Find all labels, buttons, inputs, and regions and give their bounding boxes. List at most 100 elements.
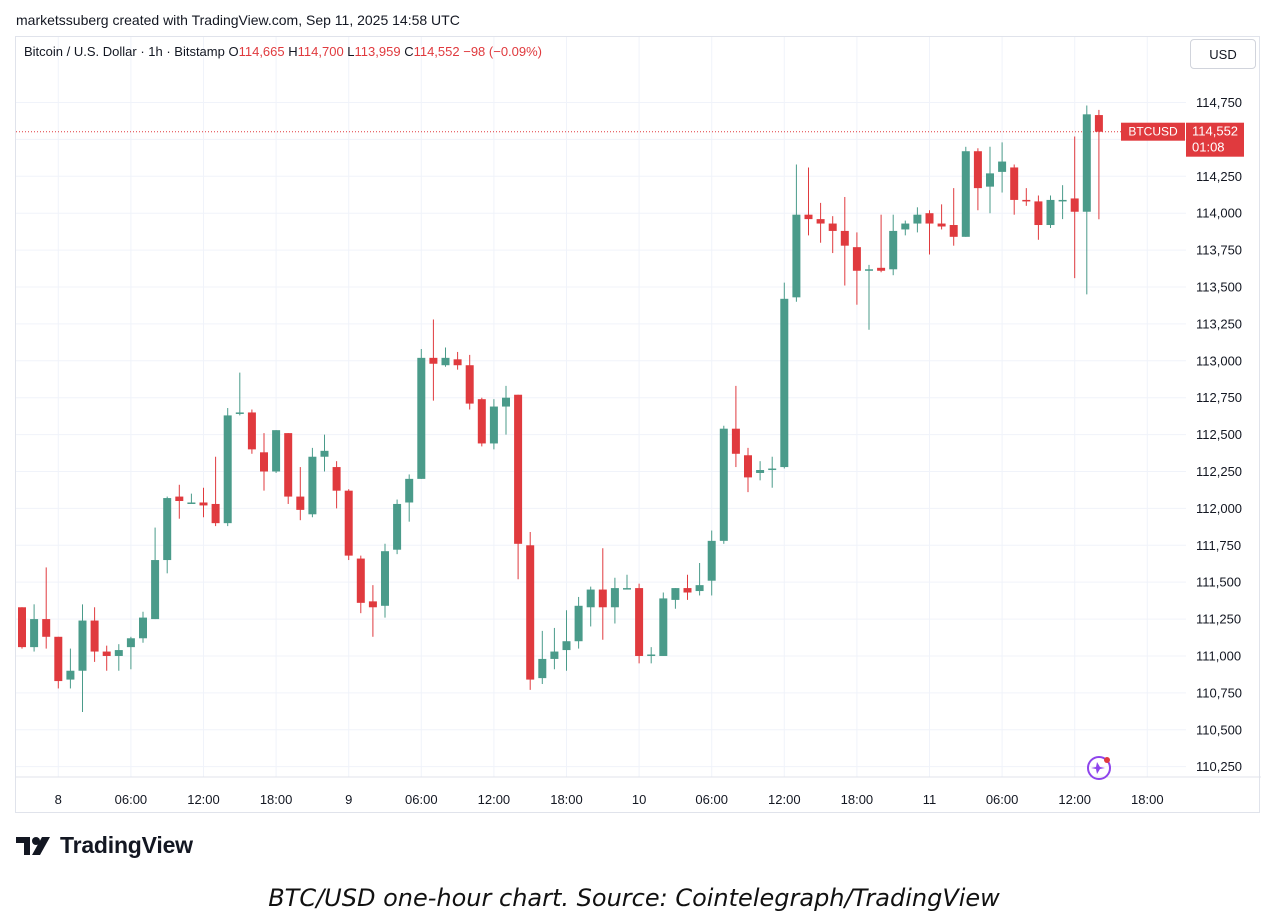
candle[interactable]: [260, 433, 268, 491]
candle[interactable]: [66, 648, 75, 689]
candle[interactable]: [598, 548, 607, 640]
candle[interactable]: [1034, 195, 1043, 240]
candle[interactable]: [78, 604, 87, 713]
candle[interactable]: [514, 394, 523, 580]
candle[interactable]: [139, 611, 147, 643]
candle[interactable]: [804, 167, 813, 236]
candle[interactable]: [284, 433, 293, 504]
candle[interactable]: [54, 636, 63, 689]
candle[interactable]: [768, 456, 777, 488]
candle[interactable]: [199, 487, 208, 518]
candle[interactable]: [998, 142, 1007, 193]
candle-body: [211, 503, 220, 524]
candle[interactable]: [1010, 164, 1019, 215]
candle[interactable]: [90, 607, 99, 662]
candle[interactable]: [175, 484, 184, 519]
candle[interactable]: [453, 351, 462, 370]
candle[interactable]: [538, 630, 547, 685]
candle[interactable]: [417, 348, 426, 479]
candle[interactable]: [296, 467, 305, 521]
candle[interactable]: [332, 461, 341, 509]
tradingview-logo[interactable]: TradingView: [16, 832, 193, 859]
candle[interactable]: [683, 574, 692, 600]
candle[interactable]: [211, 456, 220, 527]
candle[interactable]: [477, 397, 486, 447]
candle[interactable]: [114, 644, 123, 671]
candle[interactable]: [393, 499, 402, 555]
candle[interactable]: [719, 425, 728, 544]
candle[interactable]: [235, 372, 244, 416]
candle[interactable]: [320, 434, 329, 472]
candle[interactable]: [223, 408, 232, 527]
candle[interactable]: [659, 592, 668, 656]
candle[interactable]: [18, 607, 26, 649]
candle[interactable]: [744, 447, 752, 493]
candle[interactable]: [865, 264, 873, 330]
candle[interactable]: [937, 204, 946, 230]
candle[interactable]: [126, 636, 135, 670]
candle[interactable]: [695, 562, 704, 596]
candlestick-chart[interactable]: 110,250 110,500 110,750 111,000 111,250 111,5…: [16, 37, 1261, 814]
candle[interactable]: [1070, 136, 1079, 279]
candle[interactable]: [973, 148, 982, 211]
candle[interactable]: [828, 216, 837, 254]
candle[interactable]: [381, 543, 389, 618]
candle[interactable]: [586, 586, 595, 627]
candle[interactable]: [877, 214, 886, 273]
price-tick-label: 114,000: [1196, 206, 1242, 221]
currency-button[interactable]: USD: [1190, 39, 1256, 69]
chart-panel[interactable]: 110,250 110,500 110,750 111,000 111,250 111,5…: [15, 36, 1261, 814]
candle-body: [175, 496, 184, 502]
candle[interactable]: [1046, 195, 1055, 228]
candle[interactable]: [901, 220, 910, 236]
candle[interactable]: [247, 409, 256, 454]
candle[interactable]: [780, 282, 789, 469]
sparkle-assistant-icon[interactable]: [1087, 756, 1111, 780]
candle[interactable]: [489, 399, 498, 450]
candle[interactable]: [1022, 188, 1031, 206]
candle[interactable]: [574, 596, 583, 649]
candle[interactable]: [30, 604, 39, 652]
candle[interactable]: [272, 430, 281, 473]
candle[interactable]: [465, 354, 474, 410]
candle[interactable]: [647, 647, 656, 664]
candle[interactable]: [707, 530, 716, 596]
candle[interactable]: [1094, 109, 1103, 220]
candle[interactable]: [526, 532, 535, 690]
candle[interactable]: [308, 447, 317, 518]
candle[interactable]: [429, 319, 438, 401]
candle[interactable]: [1058, 185, 1067, 220]
candle[interactable]: [671, 588, 680, 609]
candle[interactable]: [102, 645, 111, 671]
candle[interactable]: [852, 232, 861, 305]
candle[interactable]: [405, 474, 414, 522]
candle[interactable]: [986, 146, 994, 214]
candle[interactable]: [925, 210, 934, 255]
assistant-ring: [1087, 756, 1111, 780]
candle[interactable]: [816, 202, 825, 243]
candle[interactable]: [550, 627, 559, 670]
candle[interactable]: [792, 164, 801, 302]
candle[interactable]: [623, 574, 631, 590]
candle[interactable]: [840, 196, 849, 286]
candle[interactable]: [42, 567, 51, 649]
candle[interactable]: [344, 489, 353, 561]
candle[interactable]: [635, 583, 644, 664]
candle[interactable]: [1082, 105, 1091, 295]
candle[interactable]: [151, 527, 160, 620]
candle[interactable]: [163, 496, 172, 574]
candle[interactable]: [731, 385, 740, 468]
candle[interactable]: [356, 555, 365, 614]
candle[interactable]: [889, 214, 898, 276]
candle[interactable]: [562, 610, 571, 671]
candle[interactable]: [187, 493, 196, 504]
candle[interactable]: [961, 146, 970, 237]
candle[interactable]: [913, 207, 922, 233]
candle[interactable]: [441, 347, 450, 367]
time-tick-label: 10: [632, 792, 646, 807]
candle[interactable]: [502, 385, 510, 435]
candle[interactable]: [610, 577, 619, 624]
candle[interactable]: [368, 585, 377, 637]
candle[interactable]: [949, 188, 958, 246]
candle[interactable]: [756, 461, 765, 481]
